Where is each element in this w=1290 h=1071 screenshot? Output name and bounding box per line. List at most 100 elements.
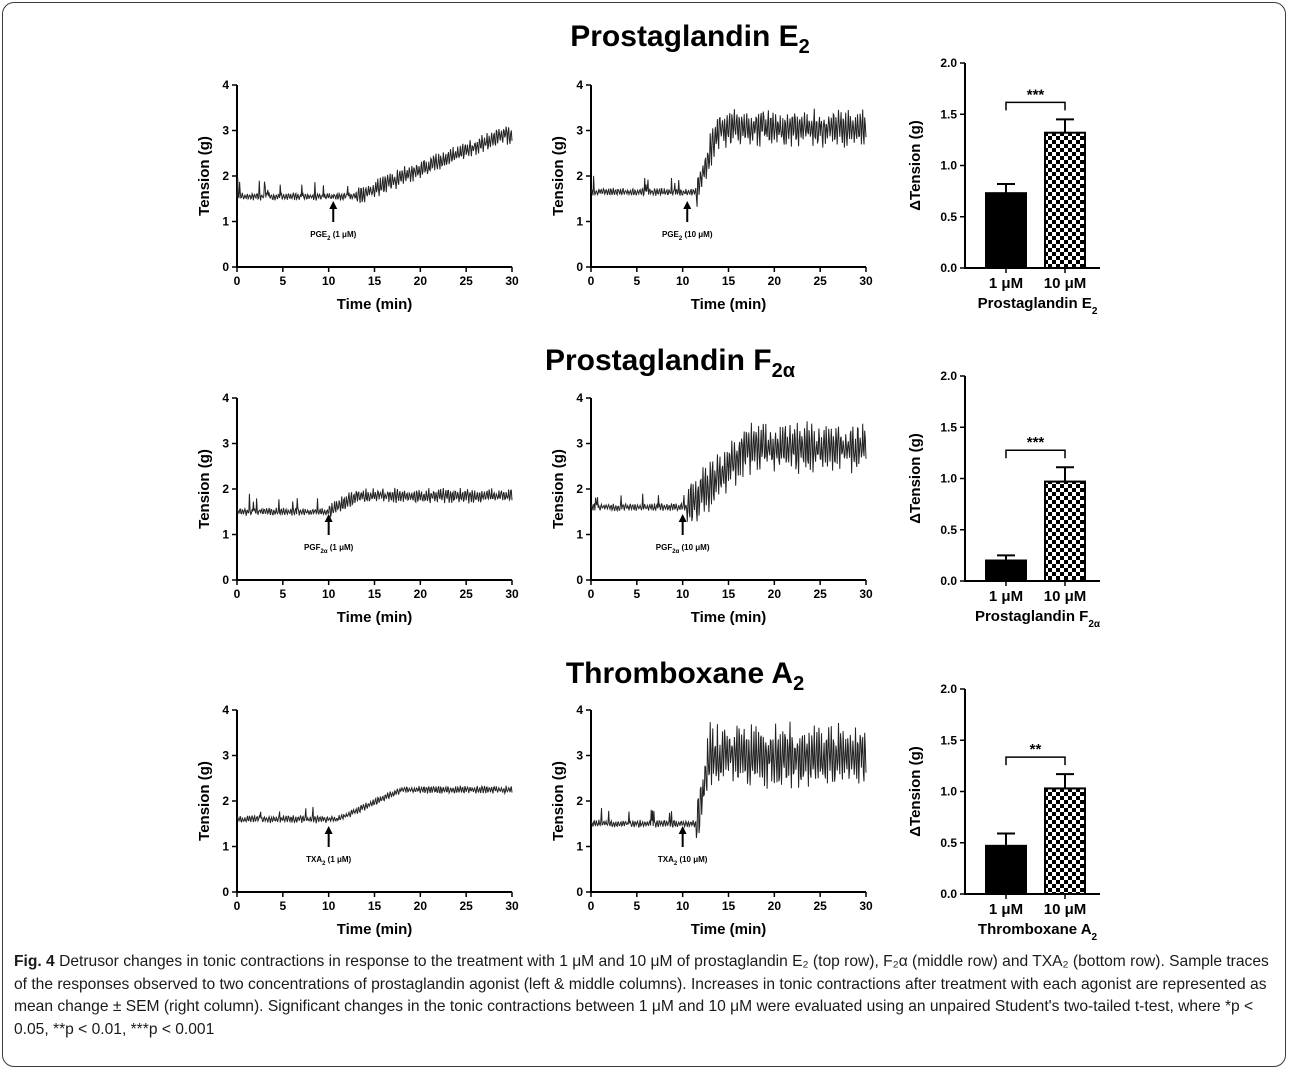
treatment-label-sub: 2 — [327, 236, 331, 242]
x-tick-label: 10 — [676, 274, 690, 288]
y-tick-label: 4 — [576, 391, 583, 405]
y-tick-label: 2 — [576, 794, 583, 808]
arrow-head — [678, 826, 687, 834]
treatment-label: PGF2α (1 μM) — [304, 543, 354, 555]
y-tick-label: 0.0 — [940, 887, 957, 901]
figure-caption: Fig. 4 Detrusor changes in tonic contrac… — [14, 951, 1274, 1041]
x-tick-label: 15 — [368, 274, 382, 288]
x-axis-title: Time (min) — [691, 609, 767, 626]
x-tick-label: 0 — [234, 587, 241, 601]
bar-chart-3: 0.0 0.5 1.0 1.5 2.0 ΔTension (g) 1 μM 10 μM ** Th… — [907, 682, 1100, 943]
trace-3-2: 0 1 2 3 4 0 5 10 15 20 25 30 Time (min) Tension (g) TX… — [550, 703, 873, 938]
y-tick-label: 2 — [222, 794, 229, 808]
treatment-label-name: TXA — [658, 855, 674, 864]
row-title-2-text: Prostaglandin F — [544, 344, 772, 377]
y-tick-label: 4 — [576, 78, 583, 92]
y-tick-label: 0.5 — [940, 836, 957, 850]
x-tick-label: 25 — [813, 899, 827, 913]
y-tick-label: 3 — [222, 124, 229, 138]
y-axis-title: Tension (g) — [550, 761, 567, 841]
x-tick-label: 0 — [588, 899, 595, 913]
arrow-head — [683, 201, 692, 209]
treatment-label-dose: (1 μM) — [325, 855, 351, 864]
x-axis-title-sub: 2 — [1092, 306, 1098, 317]
y-tick-label: 0 — [222, 260, 229, 274]
x-tick-label: 20 — [768, 587, 782, 601]
x-tick-label: 10 — [676, 587, 690, 601]
category-label: 1 μM — [989, 901, 1023, 918]
x-tick-label: 5 — [279, 899, 286, 913]
x-tick-label: 20 — [414, 587, 428, 601]
x-axis-title-sub: 2α — [1088, 619, 1101, 630]
treatment-label-sub: 2α — [320, 549, 327, 555]
treatment-label-name: PGF — [304, 543, 321, 552]
bar-2 — [1044, 787, 1086, 895]
y-tick-label: 0.0 — [940, 574, 957, 588]
treatment-label-name: PGE — [310, 230, 328, 239]
x-tick-label: 20 — [768, 274, 782, 288]
significance-label: *** — [1027, 86, 1045, 103]
x-tick-label: 30 — [859, 587, 873, 601]
x-tick-label: 30 — [859, 274, 873, 288]
x-tick-label: 5 — [633, 899, 640, 913]
x-tick-label: 20 — [414, 274, 428, 288]
y-tick-label: 1 — [576, 215, 583, 229]
trace-line — [590, 108, 867, 207]
y-tick-label: 0.5 — [940, 523, 957, 537]
bar-1 — [985, 559, 1027, 582]
bar-2 — [1044, 131, 1086, 269]
row-title-3-sub: 2 — [793, 673, 805, 695]
x-tick-label: 5 — [279, 587, 286, 601]
bar-chart-1: 0.0 0.5 1.0 1.5 2.0 ΔTension (g) 1 μM 10 μM *** P… — [907, 56, 1100, 317]
x-tick-label: 20 — [768, 899, 782, 913]
y-tick-label: 1 — [222, 840, 229, 854]
row-title-1-sub: 2 — [798, 36, 810, 58]
y-tick-label: 3 — [222, 437, 229, 451]
y-tick-label: 2 — [576, 482, 583, 496]
trace-3-1: 0 1 2 3 4 0 5 10 15 20 25 30 Time (min) Tension (g) TX… — [196, 703, 519, 938]
x-tick-label: 15 — [722, 587, 736, 601]
treatment-label-sub: 2 — [322, 861, 326, 867]
y-axis-title: ΔTension (g) — [907, 433, 924, 524]
y-tick-label: 0 — [222, 885, 229, 899]
y-axis-title: Tension (g) — [550, 136, 567, 216]
treatment-label-sub: 2α — [672, 549, 679, 555]
x-axis-title: Thromboxane A2 — [978, 921, 1098, 943]
x-axis-title-text: Prostaglandin E — [978, 295, 1092, 312]
y-tick-label: 3 — [576, 749, 583, 763]
row-title-1: Prostaglandin E2 — [490, 20, 890, 59]
x-axis-title: Time (min) — [337, 609, 413, 626]
trace-line — [590, 721, 867, 839]
x-tick-label: 15 — [722, 274, 736, 288]
trace-line — [590, 421, 867, 522]
trace-line — [236, 126, 513, 204]
x-tick-label: 5 — [633, 587, 640, 601]
y-axis-title: Tension (g) — [196, 136, 213, 216]
y-axis-title: ΔTension (g) — [907, 120, 924, 211]
y-tick-label: 4 — [222, 391, 229, 405]
arrow-head — [329, 201, 338, 209]
y-tick-label: 4 — [222, 78, 229, 92]
y-tick-label: 2 — [222, 169, 229, 183]
trace-line — [236, 784, 513, 824]
x-axis-title-text: Thromboxane A — [978, 921, 1092, 938]
significance-label: ** — [1030, 741, 1042, 758]
y-tick-label: 1.0 — [940, 472, 957, 486]
caption-text: Detrusor changes in tonic contractions i… — [14, 953, 1269, 1038]
x-tick-label: 10 — [322, 274, 336, 288]
x-tick-label: 10 — [322, 587, 336, 601]
y-tick-label: 2 — [222, 482, 229, 496]
y-tick-label: 1 — [576, 840, 583, 854]
row-title-2: Prostaglandin F2α — [470, 344, 870, 383]
x-tick-label: 25 — [459, 899, 473, 913]
treatment-label: PGE2 (1 μM) — [310, 230, 356, 242]
trace-1-2: 0 1 2 3 4 0 5 10 15 20 25 30 Time (min) Tension (g) PG… — [550, 78, 873, 313]
treatment-label: PGF2α (10 μM) — [656, 543, 710, 555]
x-tick-label: 0 — [588, 274, 595, 288]
y-tick-label: 1 — [222, 528, 229, 542]
x-tick-label: 10 — [322, 899, 336, 913]
row-title-3-text: Thromboxane A — [565, 657, 794, 690]
y-tick-label: 2.0 — [940, 369, 957, 383]
x-tick-label: 30 — [859, 899, 873, 913]
